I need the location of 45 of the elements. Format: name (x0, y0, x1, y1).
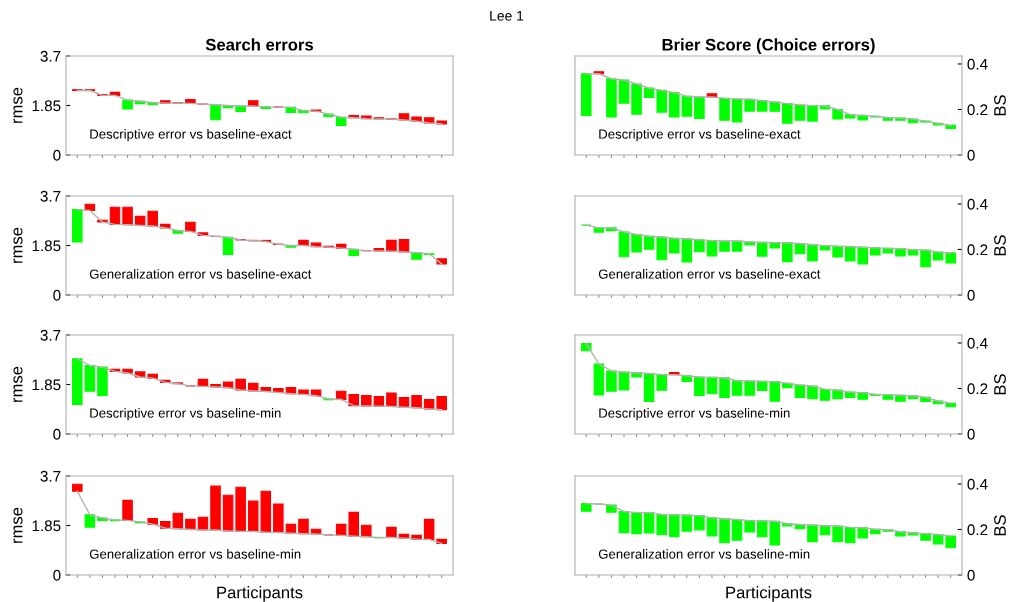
y-tick-label: 0.4 (967, 58, 988, 70)
y-tick-label: 0 (967, 569, 975, 581)
y-tick-label: 0.4 (967, 337, 988, 349)
y-tick-label: 0.2 (967, 524, 988, 536)
y-tick-label: 3.7 (40, 50, 61, 62)
y-tick-label: 0.2 (967, 104, 988, 116)
chart-title: Brier Score (Choice errors) (662, 38, 875, 54)
y-tick-label: 1.85 (32, 379, 61, 391)
y-axis-title: rmse (13, 507, 23, 543)
annotation: Descriptive error vs baseline-min (599, 408, 790, 421)
y-axis-title: BS (994, 235, 1006, 256)
y-tick-label: 0 (967, 289, 975, 301)
y-tick-label: 3.7 (40, 190, 61, 202)
chart-title: Search errors (205, 38, 314, 51)
y-tick-label: 0.2 (967, 383, 988, 395)
y-axis-title: BS (994, 374, 1006, 395)
y-tick-label: 1.85 (32, 240, 61, 252)
annotation: Generalization error vs baseline-min (598, 549, 810, 559)
annotation: Generalization error vs baseline-min (89, 549, 301, 559)
y-tick-label: 1.85 (32, 100, 61, 112)
y-tick-label: 0 (967, 149, 975, 161)
y-axis-title: rmse (13, 87, 23, 123)
y-tick-label: 1.85 (32, 520, 61, 532)
y-axis-title: BS (994, 95, 1006, 116)
x-axis-title: Participants (726, 586, 812, 602)
text: Lee 1 (490, 11, 524, 21)
y-tick-label: 0 (53, 149, 61, 161)
y-tick-label: 0.4 (967, 478, 988, 490)
x-axis-title: Participants (217, 586, 303, 602)
annotation: Descriptive error vs baseline-exact (599, 129, 801, 142)
annotation: Descriptive error vs baseline-min (90, 408, 281, 421)
y-tick-label: 0 (53, 569, 61, 581)
y-tick-label: 0 (967, 428, 975, 440)
y-tick-label: 0.4 (967, 198, 988, 210)
annotation: Generalization error vs baseline-exact (598, 269, 821, 279)
y-tick-label: 3.7 (40, 470, 61, 482)
y-tick-label: 3.7 (40, 329, 61, 341)
annotation: Generalization error vs baseline-exact (89, 269, 312, 279)
annotation: Descriptive error vs baseline-exact (90, 129, 292, 142)
y-axis-title: rmse (13, 366, 23, 402)
y-tick-label: 0 (53, 428, 61, 440)
y-axis-title: BS (994, 515, 1006, 536)
y-tick-label: 0.2 (967, 244, 988, 256)
y-axis-title: rmse (13, 227, 23, 263)
y-tick-label: 0 (53, 289, 61, 301)
